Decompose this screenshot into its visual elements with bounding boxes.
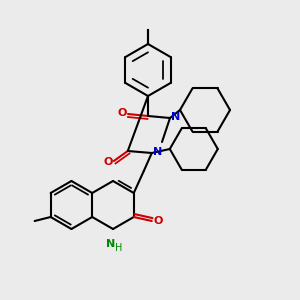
Text: O: O [103,157,112,167]
Text: N: N [106,239,116,249]
Text: O: O [153,216,163,226]
Text: N: N [153,147,162,157]
Text: H: H [115,243,123,253]
Text: N: N [171,112,180,122]
Text: O: O [117,108,127,118]
